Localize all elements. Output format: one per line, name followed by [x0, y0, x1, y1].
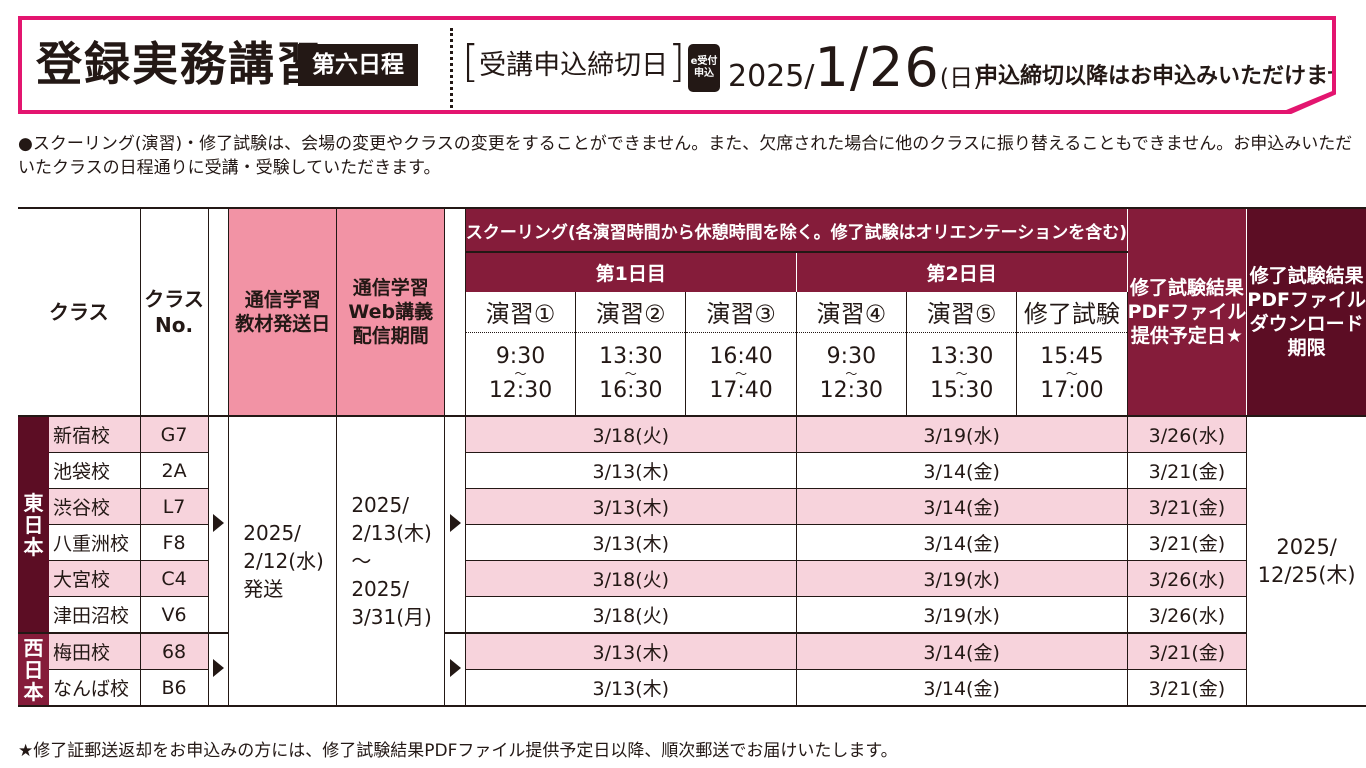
class-no: B6: [140, 669, 209, 707]
result-date: 3/26(水): [1127, 416, 1248, 453]
day2-date: 3/19(水): [796, 416, 1128, 453]
table-row: 渋谷校 L7 3/13(木) 3/14(金) 3/21(金): [18, 488, 1366, 525]
session-label: 演習①: [465, 292, 577, 333]
class-no: 68: [140, 633, 209, 670]
session-label: 演習③: [685, 292, 797, 333]
result-date: 3/21(金): [1127, 633, 1248, 670]
schedule-table-wrap: クラス クラス No. 通信学習 教材発送日 通信学習 Web講義 配信期間 スクーリン…: [18, 207, 1366, 707]
table-row: 津田沼校 V6 3/18(火) 3/19(水) 3/26(水): [18, 596, 1366, 634]
material-header: 通信学習 教材発送日: [228, 208, 338, 416]
table-row: 八重洲校 F8 3/13(木) 3/14(金) 3/21(金): [18, 524, 1366, 561]
download-deadline-header: 修了試験結果 PDFファイル ダウンロード 期限: [1246, 208, 1366, 416]
school-name: 梅田校: [48, 633, 141, 670]
table-row: なんば校 B6 3/13(木) 3/14(金) 3/21(金): [18, 669, 1366, 707]
region-east-label: 東日本: [18, 416, 49, 634]
class-no: F8: [140, 524, 209, 561]
arrow-right-icon: [212, 513, 224, 532]
class-no-header: クラス No.: [140, 208, 209, 416]
day1-date: 3/13(木): [465, 524, 797, 561]
day1-date: 3/18(火): [465, 596, 797, 634]
day1-date: 3/18(火): [465, 560, 797, 597]
class-no: V6: [140, 596, 209, 634]
day2-date: 3/14(金): [796, 633, 1128, 670]
web-lecture-period: 2025/2/13(木) 〜 2025/3/31(月): [336, 416, 446, 707]
arrow-header-spacer: [208, 208, 230, 416]
day2-header: 第2日目: [796, 252, 1128, 292]
region-west-label: 西日本: [18, 633, 49, 707]
schedule-badge: 第六日程: [298, 44, 418, 86]
arrow-right-icon: [449, 658, 461, 677]
footer-note: ★修了証郵送返却をお申込みの方には、修了試験結果PDFファイル提供予定日以降、順…: [18, 741, 898, 761]
banner-divider: [450, 28, 453, 108]
session-time: 15:45 〜 17:00: [1016, 332, 1128, 416]
session-time: 16:40 〜 17:40: [685, 332, 797, 416]
session-label: 演習②: [575, 292, 687, 333]
school-name: 津田沼校: [48, 596, 141, 634]
class-header: クラス: [18, 208, 141, 416]
arrow-cell: [208, 416, 230, 634]
result-date: 3/21(金): [1127, 488, 1248, 525]
session-time: 9:30 〜 12:30: [796, 332, 908, 416]
result-date: 3/21(金): [1127, 669, 1248, 707]
day2-date: 3/14(金): [796, 524, 1128, 561]
result-date: 3/26(水): [1127, 596, 1248, 634]
notice-text: ●スクーリング(演習)・修了試験は、会場の変更やクラスの変更をすることができませ…: [18, 134, 1353, 178]
session-label: 修了試験: [1016, 292, 1128, 333]
class-no: G7: [140, 416, 209, 453]
deadline-date: 2025/1/26(日): [728, 36, 983, 99]
result-date: 3/26(水): [1127, 560, 1248, 597]
deadline-note: 申込締切以降はお申込みいただけません。: [976, 64, 1366, 89]
school-name: 大宮校: [48, 560, 141, 597]
school-name: 新宿校: [48, 416, 141, 453]
day2-date: 3/14(金): [796, 488, 1128, 525]
result-date-header: 修了試験結果 PDFファイル 提供予定日★: [1127, 208, 1248, 416]
day1-date: 3/13(木): [465, 488, 797, 525]
arrow-cell: [444, 633, 466, 707]
session-label: 演習④: [796, 292, 908, 333]
table-row: 東日本 新宿校 G7 2025/2/12(水) 発送 2025/2/13(木) 〜 2…: [18, 416, 1366, 707]
session-label: 演習⑤: [906, 292, 1018, 333]
table-row: 池袋校 2A 3/13(木) 3/14(金) 3/21(金): [18, 452, 1366, 489]
session-time: 13:30 〜 16:30: [575, 332, 687, 416]
web-lecture-header: 通信学習 Web講義 配信期間: [336, 208, 446, 416]
day1-header: 第1日目: [465, 252, 797, 292]
schedule-table: クラス クラス No. 通信学習 教材発送日 通信学習 Web講義 配信期間 スクーリン…: [18, 207, 1366, 707]
arrow-cell: [444, 416, 466, 634]
table-row: 西日本 梅田校 68 3/13(木) 3/14(金) 3/21(金): [18, 633, 1366, 707]
banner-inner: 登録実務講習 第六日程 [受講申込締切日] e受付 申込 2025/1/26(日…: [22, 20, 1332, 110]
e-application-badge: e受付 申込: [688, 44, 720, 92]
deadline-label: [受講申込締切日]: [462, 35, 686, 87]
class-no: 2A: [140, 452, 209, 489]
day1-date: 3/18(火): [465, 416, 797, 453]
school-name: 八重洲校: [48, 524, 141, 561]
schooling-header: スクーリング(各演習時間から休憩時間を除く。修了試験はオリエンテーションを含む): [465, 208, 1128, 253]
material-shipping-date: 2025/2/12(水) 発送: [228, 416, 338, 707]
result-date: 3/21(金): [1127, 452, 1248, 489]
download-deadline: 2025/12/25(木): [1246, 416, 1366, 707]
course-title: 登録実務講習: [36, 37, 324, 91]
class-no: C4: [140, 560, 209, 597]
session-time: 9:30 〜 12:30: [465, 332, 577, 416]
school-name: 池袋校: [48, 452, 141, 489]
day2-date: 3/14(金): [796, 452, 1128, 489]
arrow-right-icon: [449, 513, 461, 532]
school-name: 渋谷校: [48, 488, 141, 525]
schedule-banner: 登録実務講習 第六日程 [受講申込締切日] e受付 申込 2025/1/26(日…: [18, 16, 1336, 114]
table-row: 大宮校 C4 3/18(火) 3/19(水) 3/26(水): [18, 560, 1366, 597]
day1-date: 3/13(木): [465, 669, 797, 707]
class-no: L7: [140, 488, 209, 525]
day2-date: 3/14(金): [796, 669, 1128, 707]
day1-date: 3/13(木): [465, 452, 797, 489]
school-name: なんば校: [48, 669, 141, 707]
day1-date: 3/13(木): [465, 633, 797, 670]
arrow-header-spacer-2: [444, 208, 466, 416]
session-time: 13:30 〜 15:30: [906, 332, 1018, 416]
result-date: 3/21(金): [1127, 524, 1248, 561]
arrow-right-icon: [212, 658, 224, 677]
day2-date: 3/19(水): [796, 560, 1128, 597]
arrow-cell: [208, 633, 230, 707]
day2-date: 3/19(水): [796, 596, 1128, 634]
